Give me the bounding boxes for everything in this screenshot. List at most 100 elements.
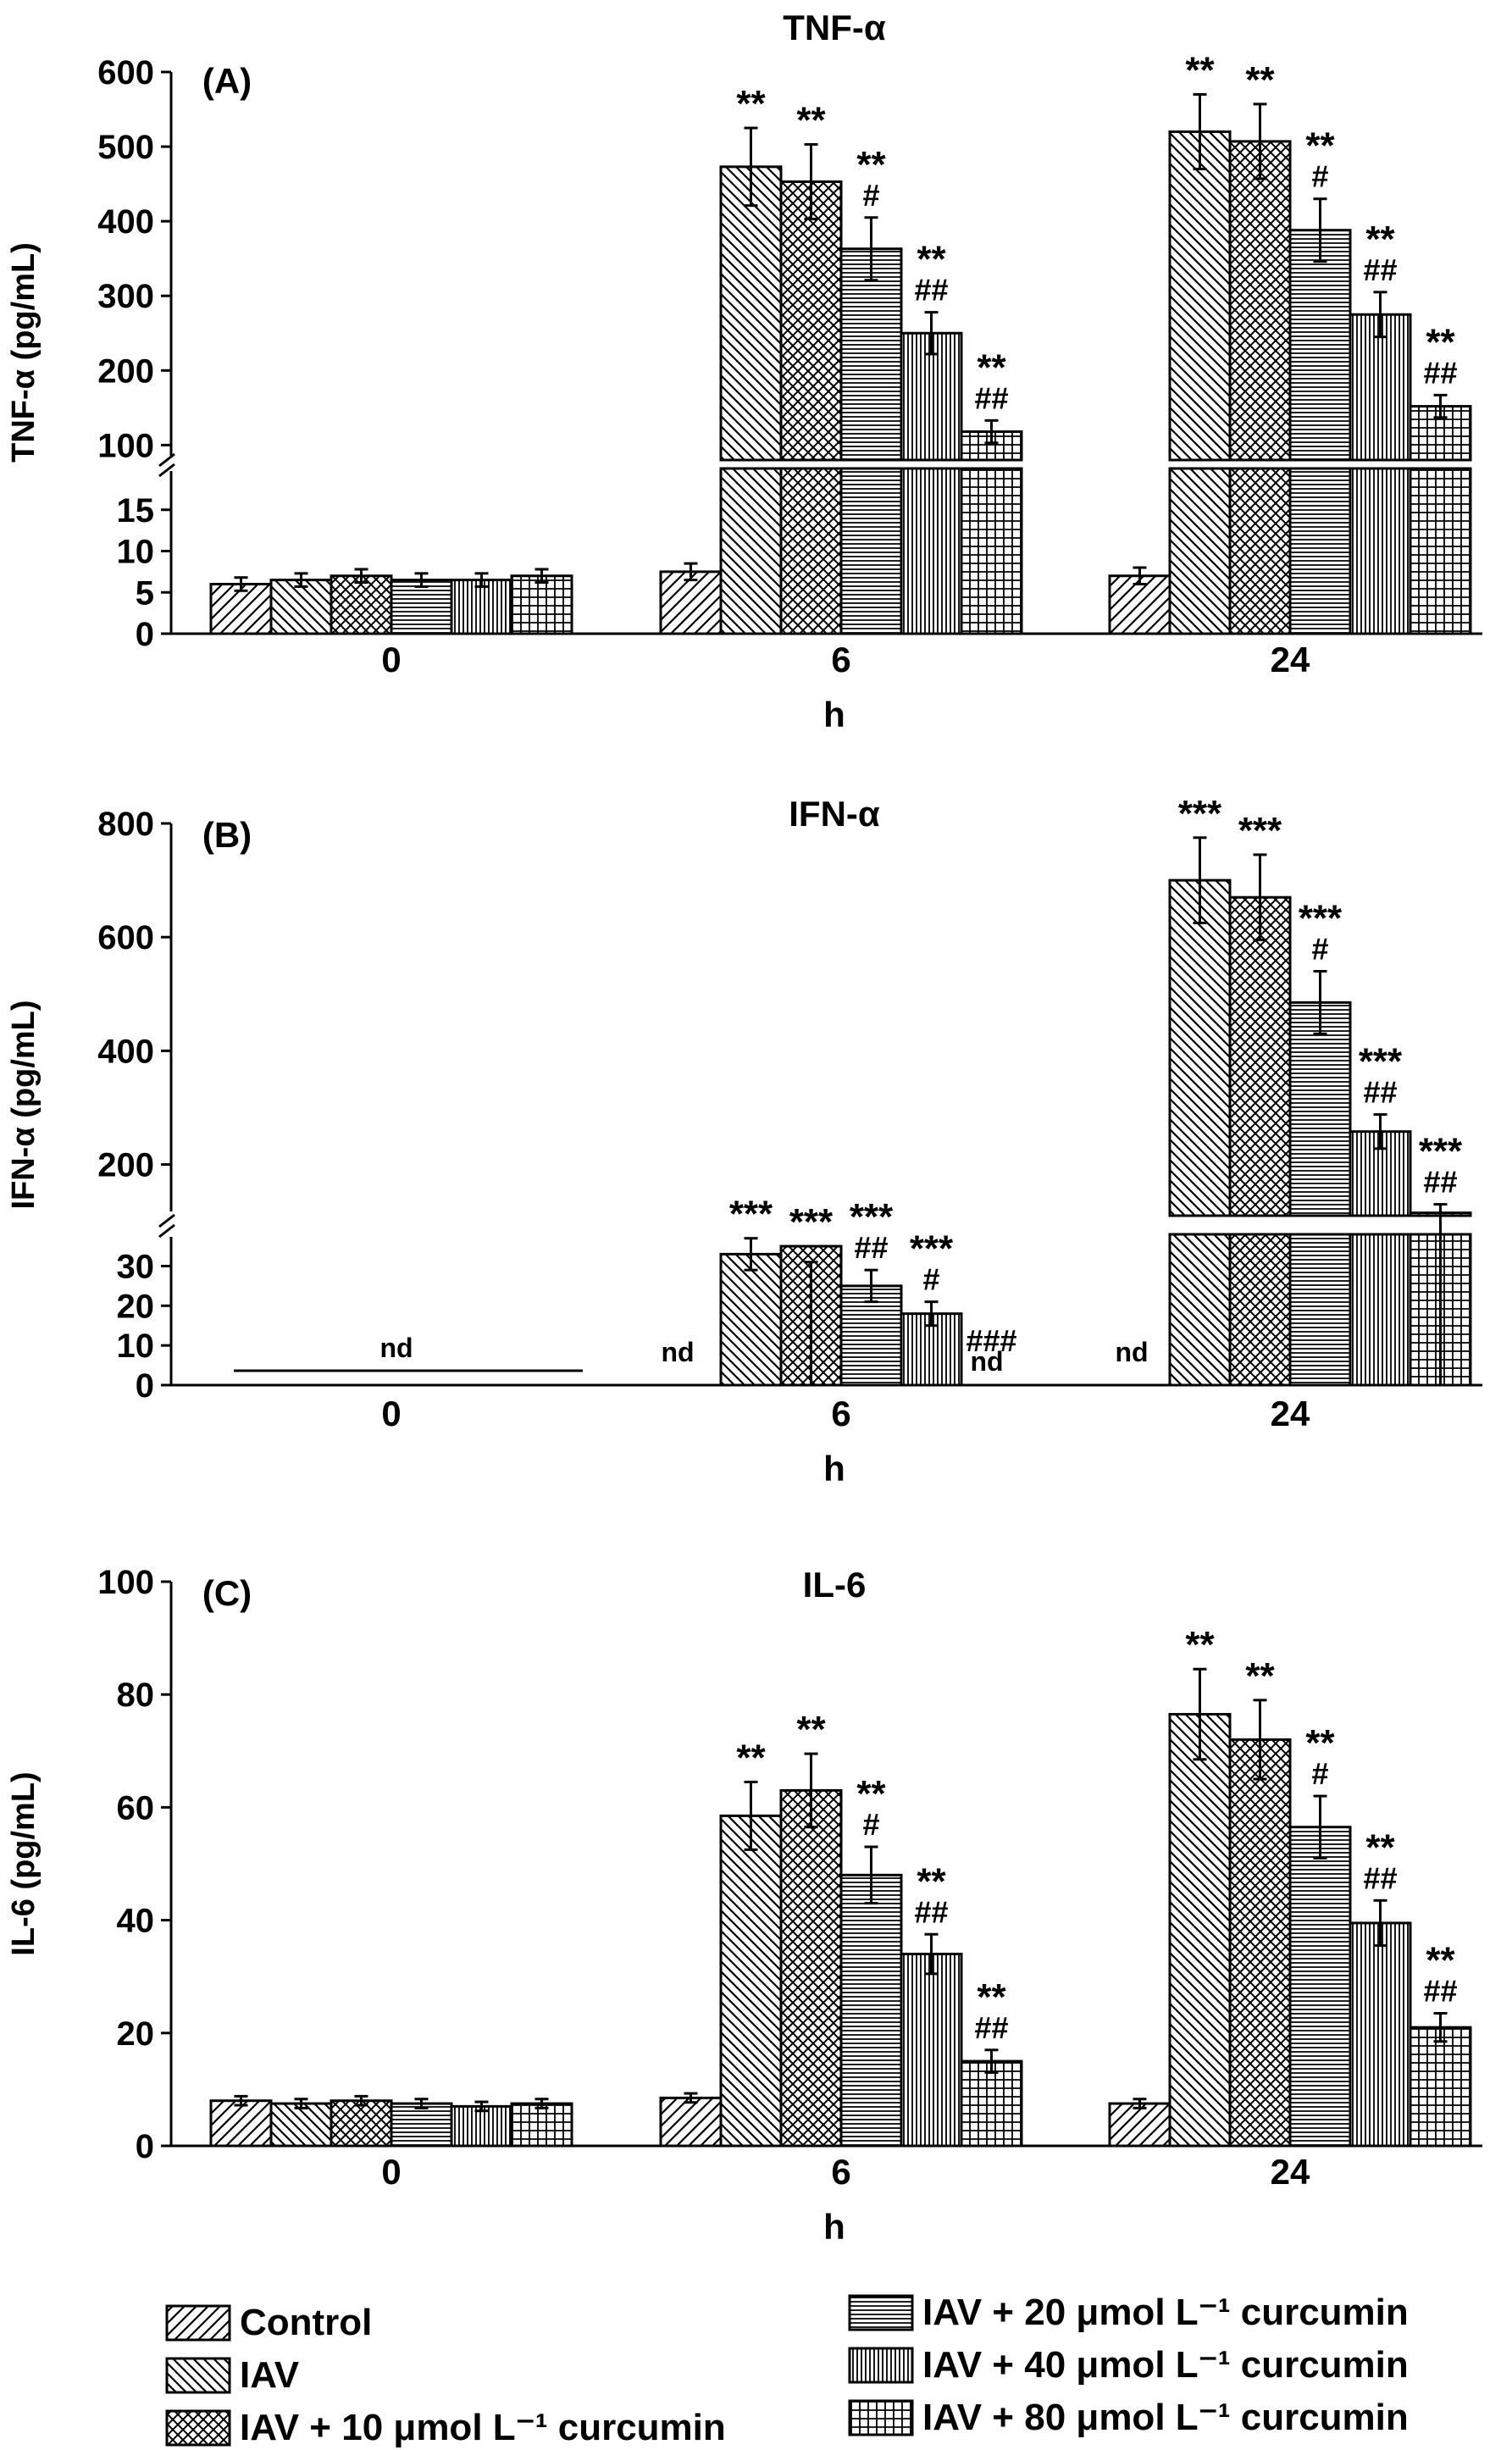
significance-label: ** [917, 1860, 946, 1902]
significance-label: # [1311, 931, 1328, 966]
y-tick-label: 40 [117, 1903, 155, 1940]
significance-label: *** [1299, 897, 1343, 939]
significance-label: ** [736, 1737, 766, 1778]
significance-label: ** [796, 1709, 826, 1750]
y-tick-label: 800 [97, 806, 154, 843]
bar [900, 1953, 963, 2148]
legend-item: IAV + 40 μmol L⁻¹ curcumin [848, 2344, 1409, 2386]
bar [900, 467, 963, 635]
significance-label: ### [966, 1323, 1016, 1358]
significance-label: ** [1185, 49, 1215, 91]
significance-label: ** [736, 83, 766, 125]
significance-label: ## [1423, 1165, 1457, 1200]
x-tick-label: 0 [381, 1394, 401, 1433]
y-tick-label: 10 [117, 534, 155, 571]
bar [1228, 140, 1292, 462]
y-axis-label: IFN-α (pg/mL) [6, 1000, 42, 1209]
significance-label: ** [1426, 1939, 1455, 1981]
significance-label: *** [729, 1194, 773, 1235]
bar [779, 467, 843, 635]
legend-swatch [165, 2304, 231, 2342]
significance-label: *** [910, 1228, 954, 1270]
legend-item: IAV [165, 2354, 300, 2396]
legend-swatch [848, 2294, 914, 2331]
bar [839, 1873, 903, 2148]
significance-label: ** [917, 239, 946, 280]
bar [1228, 895, 1292, 1217]
bar [960, 2059, 1023, 2148]
bar [1288, 229, 1352, 462]
y-tick-label: 60 [117, 1789, 155, 1826]
significance-label: ** [1365, 219, 1395, 260]
bar [450, 579, 513, 635]
bar [390, 579, 453, 635]
significance-label: *** [1178, 793, 1222, 834]
y-axis-label: TNF-α (pg/mL) [6, 242, 42, 463]
axis-break-mark [158, 452, 175, 478]
x-tick-label: 0 [381, 2152, 401, 2192]
y-tick-label: 20 [117, 2015, 155, 2053]
bar [1349, 313, 1412, 462]
y-tick-label: 5 [136, 574, 154, 612]
legend-item: IAV + 80 μmol L⁻¹ curcumin [848, 2397, 1409, 2438]
bar [1349, 1233, 1412, 1387]
bar [719, 1814, 783, 2148]
y-tick-label: 100 [97, 427, 154, 464]
significance-label: ** [1365, 1826, 1395, 1868]
legend-label: IAV + 80 μmol L⁻¹ curcumin [922, 2397, 1409, 2438]
x-tick-label: 6 [831, 640, 850, 679]
bar [209, 2099, 273, 2148]
bar [1288, 1233, 1352, 1387]
bar [1168, 1233, 1232, 1387]
y-tick-label: 20 [117, 1288, 155, 1325]
panel-label: (A) [202, 61, 252, 101]
significance-label: # [1311, 159, 1328, 194]
x-axis-label: h [823, 695, 845, 734]
legend-swatch [848, 2347, 914, 2384]
significance-label: ** [977, 346, 1006, 388]
y-tick-label: 600 [97, 919, 154, 956]
bar [1409, 2026, 1472, 2148]
nd-label: nd [379, 1333, 413, 1363]
y-tick-label: 30 [117, 1248, 155, 1285]
bar [1349, 1921, 1412, 2148]
bar [1228, 467, 1292, 635]
significance-label: # [862, 178, 879, 213]
bar [450, 2104, 513, 2148]
significance-label: ** [856, 1773, 886, 1815]
x-tick-label: 24 [1271, 2152, 1310, 2192]
bar [1228, 1233, 1292, 1387]
significance-label: ** [977, 1976, 1006, 2018]
significance-label: ## [854, 1230, 888, 1265]
legend-label: IAV + 10 μmol L⁻¹ curcumin [240, 2407, 726, 2448]
significance-label: ** [796, 99, 826, 141]
legend-label: Control [240, 2302, 372, 2343]
significance-label: # [922, 1262, 939, 1297]
significance-label: ## [1363, 1075, 1397, 1110]
chart-panel-3: IL-6 (C) 0 20 40 60 80 100 IL-6 (pg/mL) 0 6 24 h ** **… [6, 1564, 1482, 2247]
significance-label: ## [1363, 252, 1397, 287]
significance-label: ** [1305, 125, 1335, 167]
legend-label: IAV + 40 μmol L⁻¹ curcumin [922, 2344, 1409, 2386]
significance-label: # [862, 1807, 879, 1842]
y-tick-label: 200 [97, 1147, 154, 1184]
significance-label: ** [1245, 59, 1275, 101]
y-tick-label: 200 [97, 352, 154, 390]
y-tick-label: 400 [97, 203, 154, 241]
bar [1288, 1826, 1352, 2148]
y-tick-label: 80 [117, 1677, 155, 1714]
y-tick-label: 10 [117, 1328, 155, 1365]
nd-label: nd [661, 1337, 694, 1367]
bar [269, 579, 333, 635]
bar [1228, 1738, 1292, 2148]
significance-label: ## [1423, 1973, 1457, 2008]
bar [779, 180, 843, 462]
bar [1168, 1713, 1232, 2148]
bar [510, 2102, 573, 2148]
y-tick-label: 0 [136, 1367, 154, 1405]
bar [1349, 1130, 1412, 1217]
bar [1168, 467, 1232, 635]
bar [1409, 467, 1472, 635]
y-tick-label: 0 [136, 2128, 154, 2165]
